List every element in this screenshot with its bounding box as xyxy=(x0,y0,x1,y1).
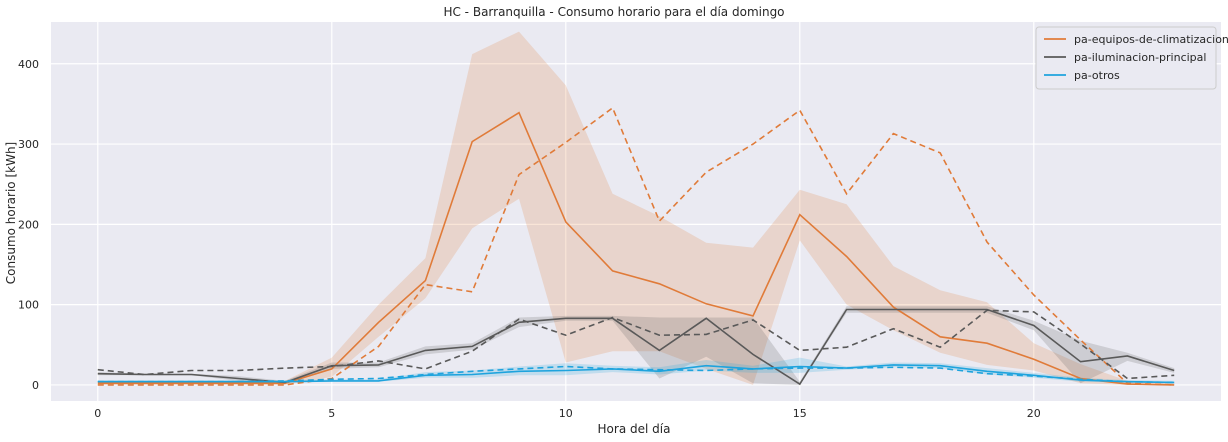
y-tick-label: 0 xyxy=(32,379,39,392)
x-tick-label: 15 xyxy=(793,407,807,420)
y-tick-label: 300 xyxy=(18,138,39,151)
legend: pa-equipos-de-climatizacion pa-iluminacio… xyxy=(1035,26,1228,90)
x-axis-label: Hora del día xyxy=(598,422,671,436)
y-axis-label: Consumo horario [kWh] xyxy=(4,142,18,284)
y-tick-label: 400 xyxy=(18,58,39,71)
legend-frame xyxy=(1035,26,1217,90)
plot-background xyxy=(51,22,1221,401)
chart-title: HC - Barranquilla - Consumo horario para… xyxy=(443,5,784,19)
grid-lines xyxy=(51,22,1221,401)
confidence-band-pa-equipos-de-climatizacion xyxy=(97,31,1175,385)
legend-label: pa-equipos-de-climatizacion xyxy=(1074,33,1228,46)
dashed-line-pa-equipos-de-climatizacion xyxy=(97,106,1175,386)
line-pa-otros xyxy=(97,364,1175,384)
y-tick-label: 200 xyxy=(18,218,39,231)
dashed-line-pa-iluminacion-principal xyxy=(97,309,1175,380)
x-tick-label: 20 xyxy=(1027,407,1041,420)
series-lines xyxy=(97,106,1175,386)
y-tick-label: 100 xyxy=(18,299,39,312)
x-tick-label: 0 xyxy=(94,407,101,420)
x-axis: 0 5 10 15 20 xyxy=(94,407,1041,420)
x-tick-label: 5 xyxy=(328,407,335,420)
x-tick-label: 10 xyxy=(559,407,573,420)
legend-label: pa-otros xyxy=(1074,69,1120,82)
y-axis: 0 100 200 300 400 xyxy=(18,58,39,392)
line-pa-equipos-de-climatizacion xyxy=(97,111,1175,386)
legend-label: pa-iluminacion-principal xyxy=(1074,51,1206,64)
